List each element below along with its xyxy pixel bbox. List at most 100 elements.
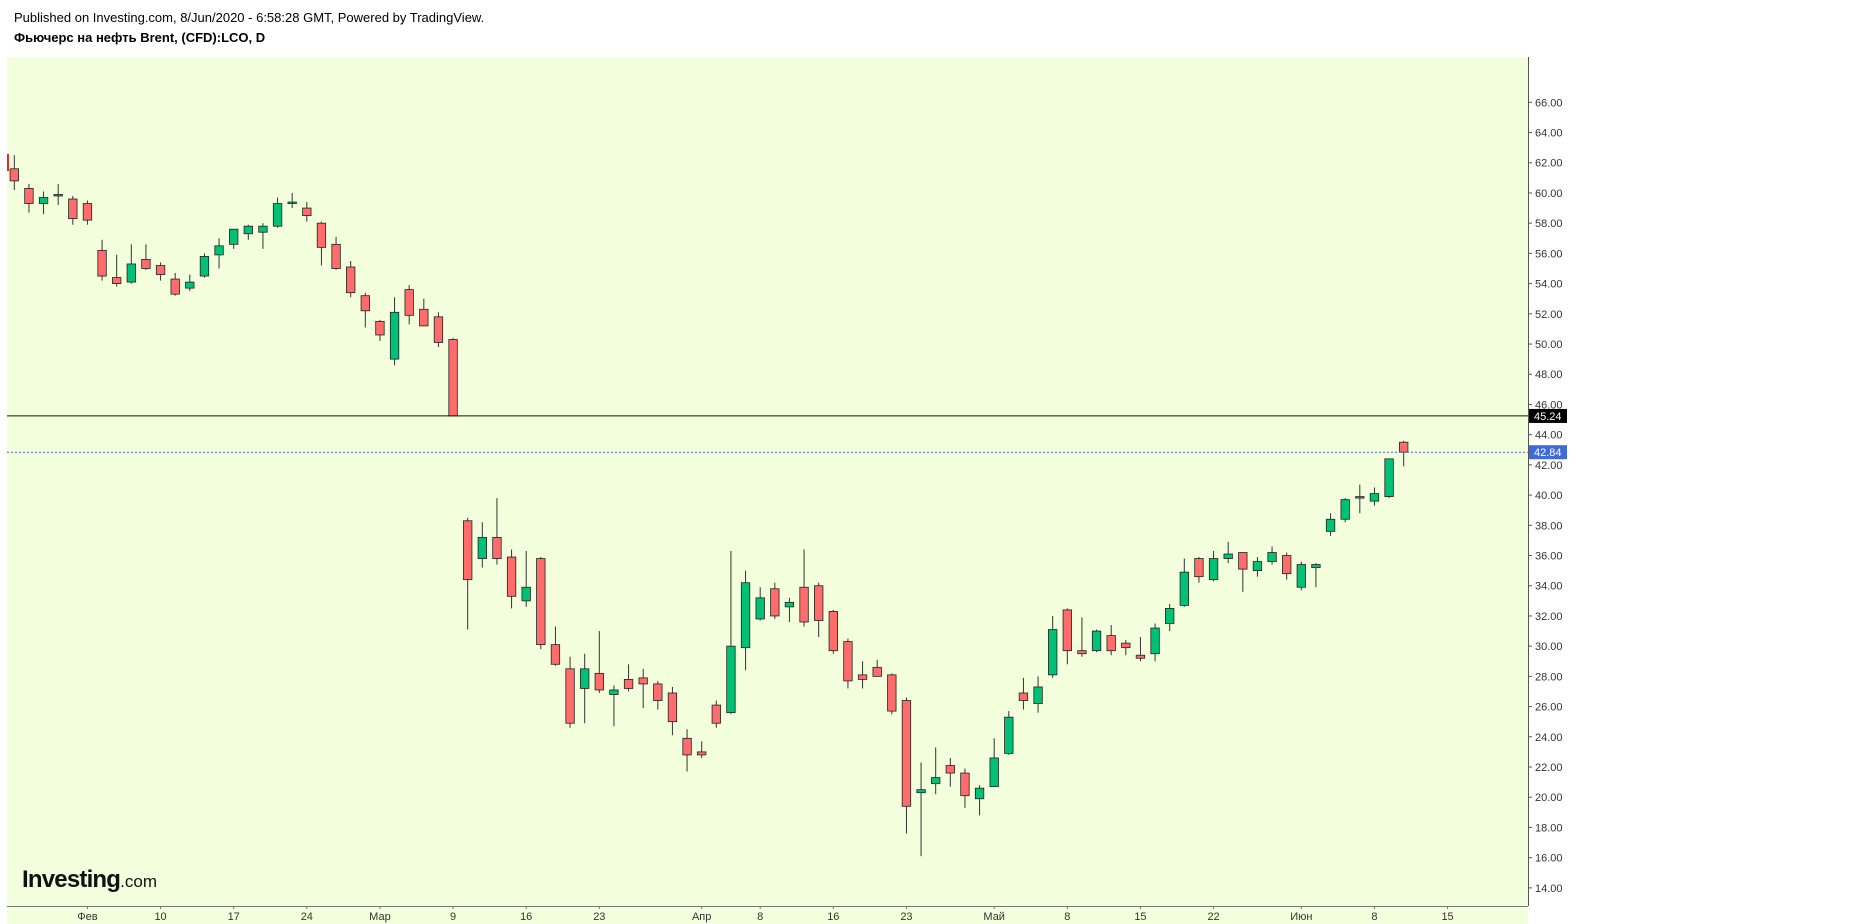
candle-body-up [974,787,985,800]
candle-body-down [112,277,122,285]
candle [404,285,414,325]
candle-body-down [565,668,575,724]
candle-body-down [638,677,648,685]
candle [1194,557,1204,583]
x-tick-label: 16 [520,911,532,923]
candle [155,262,166,281]
y-tick-label: 38.00 [1535,520,1563,532]
candle-body-down [667,692,678,723]
candle [682,729,692,772]
x-tick-label: 8 [757,911,763,923]
y-tick-label: 30.00 [1535,641,1563,653]
candle-body-down [360,295,370,312]
y-tick-label: 66.00 [1535,97,1563,109]
candle [141,244,151,271]
candle [1384,458,1394,499]
candle [667,686,678,736]
x-tick-label: 15 [1134,911,1146,923]
candle [170,273,180,296]
candle-body-down [843,641,853,682]
candle [1223,541,1233,564]
x-tick-label: 22 [1207,911,1219,923]
candle [740,570,751,671]
candle [302,202,312,222]
candle-body-up [126,263,136,283]
candle-body-up [1033,686,1043,704]
candle-body-down [155,265,166,275]
candle [272,197,283,228]
candle [1091,629,1102,653]
x-tick-label: 23 [900,911,912,923]
chart-header: Published on Investing.com, 8/Jun/2020 -… [14,8,484,48]
candle-body-down [536,558,546,646]
x-axis-ticks: Фев 10 17 24 Мар 9 16 23 Апр 8 16 23 Май 8 15 22 Июн 8 15 [77,906,1454,923]
candle [419,298,429,327]
candle [506,549,517,609]
candle [1282,552,1292,580]
candle-body-down [1399,441,1409,453]
x-tick-label: Май [983,911,1005,923]
candle [711,700,721,728]
candle-body-up [1369,493,1380,502]
candle [1135,637,1146,662]
candle [448,337,458,417]
candle [1106,625,1116,656]
price-line-badge: 45.24 [1529,408,1567,423]
candle-body-down [814,585,824,621]
candle [1004,711,1014,755]
x-tick-label: Мар [369,911,391,923]
x-tick-label: 24 [301,911,313,923]
x-tick-label: 15 [1441,911,1453,923]
price-badges-group: 45.24 42.84 [1529,408,1567,460]
candle [126,244,136,284]
x-tick-label: Июн [1290,911,1312,923]
y-tick-label: 18.00 [1535,822,1563,834]
candle-body-up [389,311,400,360]
y-tick-label: 50.00 [1535,339,1563,351]
candle [68,195,78,225]
candle [1252,557,1263,577]
candle-body-down [799,586,809,623]
candle-body-down [331,243,341,269]
y-tick-label: 32.00 [1535,611,1563,623]
candle [316,221,327,266]
candle [1018,677,1029,710]
candle [287,192,297,209]
candle-body-down [682,737,692,756]
candle [185,274,195,292]
candle-body-down [550,644,561,665]
candle [1121,640,1131,656]
x-tick-label: 10 [154,911,166,923]
y-tick-label: 14.00 [1535,883,1563,895]
candle [887,673,897,715]
candle-body-down [872,666,882,677]
x-tick-label: 8 [1371,911,1377,923]
candle [1311,563,1321,588]
candle-body-up [53,194,63,197]
candle-body-down [697,751,707,756]
candle-body-down [346,266,356,294]
candle-body-up [1091,630,1102,652]
price-lines-group [7,415,1528,453]
candle [872,659,882,677]
candle [843,638,853,689]
candle [82,200,93,225]
candle-body-down [433,316,444,343]
candle [1296,561,1306,591]
candle [609,685,619,727]
candle-body-up [784,601,795,608]
candle [9,155,19,190]
candle [1077,617,1087,657]
candle-body-up [477,536,487,559]
candle-body-up [916,789,926,794]
candle [97,239,107,281]
candle [799,549,809,627]
candle-body-down [1121,642,1131,649]
y-tick-label: 36.00 [1535,551,1563,563]
y-tick-label: 26.00 [1535,702,1563,714]
candle-body-down [653,683,663,701]
plot-area [7,57,1528,906]
candle [1267,546,1277,565]
candle-body-down [1062,609,1072,652]
